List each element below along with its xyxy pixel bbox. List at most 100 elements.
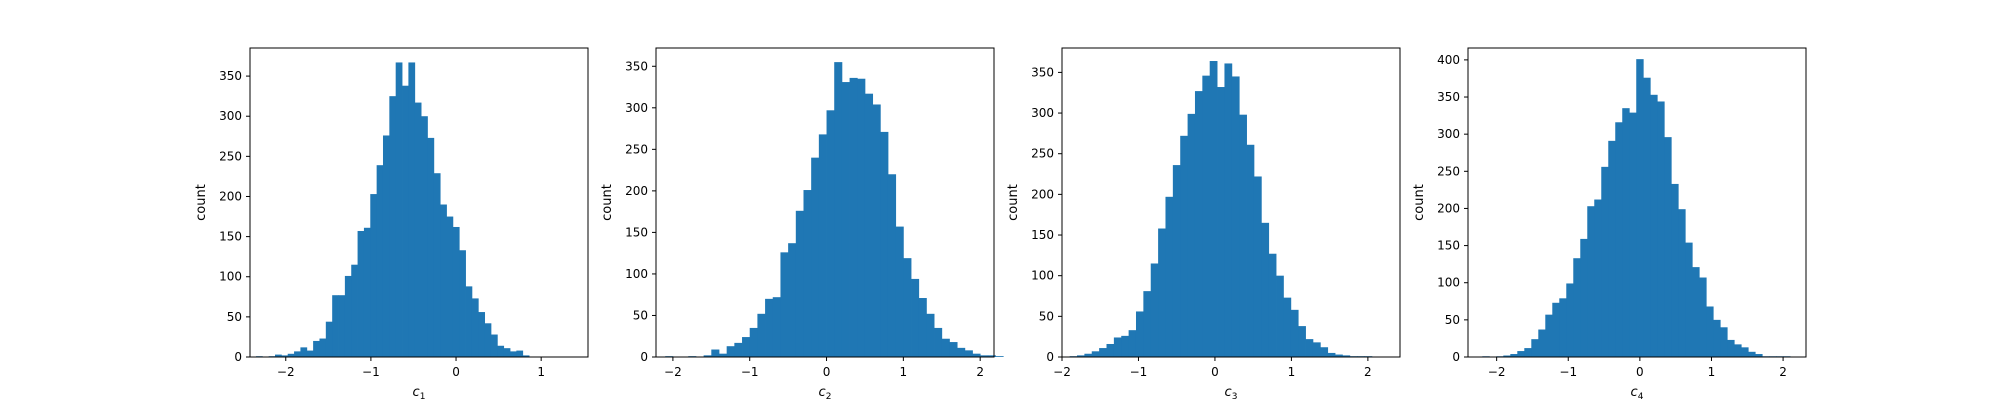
histogram-bar	[522, 355, 530, 357]
plot-frame	[1467, 47, 1807, 358]
y-tick-label: 50	[633, 308, 648, 322]
histogram-bar	[1755, 354, 1763, 357]
histogram-bar	[294, 351, 301, 357]
histogram-bar	[332, 295, 339, 357]
histogram-bar	[1720, 327, 1728, 357]
x-tick-label: 2	[1779, 365, 1787, 379]
histogram-bar	[841, 82, 850, 357]
histogram-bar	[1678, 209, 1686, 357]
histogram-bar	[834, 62, 843, 358]
histogram-bar	[1202, 75, 1211, 358]
histogram-bar	[1113, 337, 1122, 357]
histogram-bar	[1327, 352, 1336, 357]
x-tick-label: −2	[277, 365, 295, 379]
histogram-bar	[1106, 343, 1115, 357]
histogram-bar	[1298, 326, 1306, 357]
histogram-bar	[376, 165, 384, 357]
y-tick-label: 0	[234, 350, 242, 364]
histogram-bar	[972, 353, 981, 357]
histogram-bar	[1524, 348, 1532, 357]
histogram-bar	[849, 77, 858, 358]
histogram-bar	[1261, 222, 1270, 357]
histogram-bar	[452, 226, 460, 357]
y-tick-label: 150	[1031, 228, 1054, 242]
histogram-bar	[864, 93, 874, 357]
histogram-bar	[503, 348, 511, 357]
y-tick-label: 250	[1031, 147, 1054, 161]
y-tick-label: 100	[1031, 269, 1054, 283]
y-tick-label: 250	[219, 149, 242, 163]
y-axis-label: count	[1412, 184, 1427, 221]
y-tick-label: 150	[1437, 239, 1460, 253]
y-tick-label: 250	[625, 142, 648, 156]
histogram-bar	[319, 338, 327, 357]
histogram-bar	[516, 350, 524, 357]
histogram-bar	[757, 313, 766, 357]
histogram-bar	[765, 298, 774, 357]
histogram-bar	[1692, 267, 1700, 357]
y-tick-label: 150	[219, 230, 242, 244]
y-tick-label: 50	[1039, 309, 1054, 323]
histogram-bar	[1580, 238, 1588, 357]
histogram-bar	[446, 216, 454, 357]
histogram-bar	[306, 350, 314, 357]
histogram-bar	[1538, 329, 1546, 357]
histogram-bar	[465, 286, 473, 357]
histogram-bar	[1077, 355, 1085, 357]
histogram-bar	[795, 210, 804, 357]
x-tick-label: 0	[1211, 365, 1219, 379]
histogram-bar	[1636, 59, 1644, 357]
histogram-bar	[903, 258, 912, 357]
histogram-bar	[1748, 351, 1756, 357]
histogram-bar	[1143, 291, 1152, 357]
histogram-bar	[1165, 196, 1174, 357]
histogram-bar	[818, 134, 827, 357]
histogram-bar	[1727, 339, 1735, 357]
histogram-bar	[964, 350, 973, 357]
histogram-bar	[421, 116, 428, 357]
histogram-bar	[1335, 354, 1343, 357]
histogram-bar	[313, 340, 320, 357]
chart-panel-2: −2 −1 0 1 2 0 50 100 150 200 250 300 350 c2 count	[600, 47, 1004, 400]
histogram-bar	[1643, 77, 1651, 358]
histogram-bar	[857, 78, 866, 357]
histogram-bar	[1622, 108, 1630, 357]
histogram-bar	[1650, 94, 1658, 358]
histogram-bar	[1224, 63, 1233, 357]
y-axis-label: count	[600, 184, 615, 221]
histogram-bar	[510, 351, 517, 357]
histogram-bar	[389, 96, 397, 357]
histogram-bar	[918, 298, 927, 357]
histogram-bar	[711, 349, 720, 357]
y-tick-label: 350	[1031, 65, 1054, 79]
histogram-bar	[338, 295, 346, 357]
y-tick-label: 200	[625, 184, 648, 198]
histogram-bar	[1084, 353, 1093, 357]
histogram-bar	[1217, 87, 1225, 357]
y-tick-label: 350	[1437, 90, 1460, 104]
histogram-bar	[926, 313, 935, 357]
histogram-bar	[703, 355, 712, 357]
histogram-bar	[1699, 277, 1707, 357]
histogram-bar	[1342, 355, 1351, 357]
y-axis-label: count	[194, 184, 209, 221]
x-tick-label: 2	[976, 365, 984, 379]
y-tick-label: 300	[1031, 106, 1054, 120]
y-tick-label: 400	[1437, 53, 1460, 67]
histogram-bar	[433, 173, 441, 357]
histogram-bar	[1290, 309, 1299, 357]
histogram-bar	[402, 85, 409, 357]
plot-frame	[655, 47, 995, 358]
plot-frame	[1061, 47, 1401, 358]
histogram-bar	[826, 110, 835, 357]
histogram-bar	[370, 194, 378, 357]
histogram-bar	[478, 312, 486, 357]
histogram-bar	[344, 275, 352, 357]
histogram-bar	[803, 190, 812, 357]
histogram-bar	[1566, 283, 1574, 357]
x-tick-label: −2	[1053, 365, 1071, 379]
histogram-bar	[995, 356, 1004, 357]
histogram-bar	[1545, 314, 1553, 357]
x-axis-label: c1	[413, 385, 426, 400]
histogram-bar	[1091, 351, 1100, 357]
